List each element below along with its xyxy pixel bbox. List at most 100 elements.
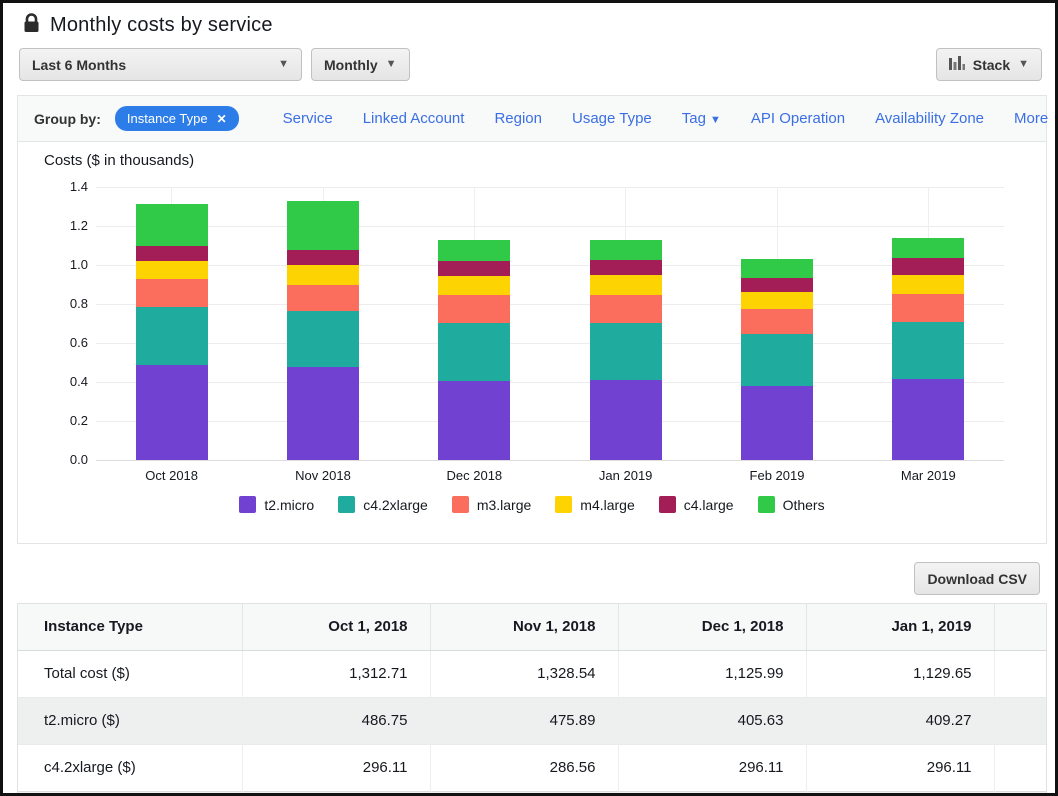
bar-chart-icon: [949, 56, 965, 73]
bar-segment-Others[interactable]: [136, 204, 208, 246]
group-by-link-more[interactable]: More▼: [1014, 110, 1058, 127]
bar-segment-m4.large[interactable]: [136, 261, 208, 279]
table-row: t2.micro ($)486.75475.89405.63409.27: [18, 697, 1046, 744]
legend-swatch: [452, 496, 469, 513]
stacked-bar-jan-2019[interactable]: [590, 187, 662, 460]
row-value: 296.11: [242, 744, 430, 791]
granularity-dropdown[interactable]: Monthly ▼: [311, 48, 410, 81]
legend-item-m4.large[interactable]: m4.large: [555, 496, 634, 513]
legend-item-c4.2xlarge[interactable]: c4.2xlarge: [338, 496, 428, 513]
row-value: 486.75: [242, 697, 430, 744]
bar-segment-t2.micro[interactable]: [892, 379, 964, 460]
bar-segment-t2.micro[interactable]: [590, 380, 662, 460]
bar-segment-m3.large[interactable]: [892, 294, 964, 322]
legend-label: c4.2xlarge: [363, 497, 428, 513]
bar-segment-m4.large[interactable]: [741, 292, 813, 309]
legend-label: Others: [783, 497, 825, 513]
gridline: [96, 187, 1004, 188]
download-csv-button[interactable]: Download CSV: [914, 562, 1040, 595]
row-clipped-cell: [242, 791, 430, 796]
bar-segment-Others[interactable]: [741, 259, 813, 278]
bar-segment-m3.large[interactable]: [136, 279, 208, 308]
group-by-link-region[interactable]: Region: [494, 110, 542, 127]
active-filter-chip[interactable]: Instance Type ✕: [115, 106, 239, 131]
table-row: Total cost ($)1,312.711,328.541,125.991,…: [18, 650, 1046, 697]
row-value: 1,328.54: [430, 650, 618, 697]
legend-item-m3.large[interactable]: m3.large: [452, 496, 531, 513]
lock-icon: [23, 13, 40, 38]
bar-segment-m3.large[interactable]: [590, 295, 662, 322]
bar-segment-Others[interactable]: [438, 240, 510, 260]
x-tick-label: Oct 2018: [117, 468, 227, 483]
remove-filter-icon[interactable]: ✕: [217, 112, 227, 126]
row-value: 409.27: [806, 697, 994, 744]
chevron-down-icon: ▼: [386, 59, 397, 70]
y-tick-label: 0.8: [70, 296, 88, 311]
bar-segment-Others[interactable]: [287, 201, 359, 251]
legend-label: m4.large: [580, 497, 634, 513]
bar-segment-Others[interactable]: [892, 238, 964, 258]
y-tick-label: 0.4: [70, 374, 88, 389]
stacked-bar-feb-2019[interactable]: [741, 187, 813, 460]
group-by-link-usage-type[interactable]: Usage Type: [572, 110, 652, 127]
group-by-link-tag[interactable]: Tag▼: [682, 110, 721, 127]
table-body: Total cost ($)1,312.711,328.541,125.991,…: [18, 650, 1046, 796]
gridline: [96, 265, 1004, 266]
bar-segment-t2.micro[interactable]: [741, 386, 813, 460]
bar-segment-t2.micro[interactable]: [438, 381, 510, 460]
stacked-bar-mar-2019[interactable]: [892, 187, 964, 460]
bar-segment-m3.large[interactable]: [741, 309, 813, 333]
row-clipped-cell: [618, 791, 806, 796]
legend-item-Others[interactable]: Others: [758, 496, 825, 513]
table-column-header: Nov 1, 2018: [430, 604, 618, 650]
chart-title: Costs ($ in thousands): [44, 152, 194, 169]
bar-segment-c4.2xlarge[interactable]: [590, 323, 662, 381]
legend-label: t2.micro: [264, 497, 314, 513]
group-by-link-linked-account[interactable]: Linked Account: [363, 110, 465, 127]
bar-segment-c4.large[interactable]: [590, 260, 662, 275]
date-range-dropdown[interactable]: Last 6 Months ▼: [19, 48, 302, 81]
bar-segment-c4.large[interactable]: [287, 250, 359, 265]
bar-segment-m4.large[interactable]: [438, 276, 510, 295]
bar-segment-c4.2xlarge[interactable]: [438, 323, 510, 381]
bar-segment-c4.large[interactable]: [741, 278, 813, 292]
legend-swatch: [659, 496, 676, 513]
legend-item-c4.large[interactable]: c4.large: [659, 496, 734, 513]
bar-segment-c4.2xlarge[interactable]: [741, 334, 813, 386]
bar-segment-m4.large[interactable]: [287, 265, 359, 284]
group-by-links: Service Linked Account Region Usage Type Tag…: [283, 110, 1058, 127]
group-by-link-api-operation[interactable]: API Operation: [751, 110, 845, 127]
bar-segment-c4.2xlarge[interactable]: [287, 311, 359, 367]
stacked-bar-dec-2018[interactable]: [438, 187, 510, 460]
x-tick-label: Mar 2019: [873, 468, 983, 483]
group-by-link-availability-zone[interactable]: Availability Zone: [875, 110, 984, 127]
row-clipped-cell: [806, 791, 994, 796]
bar-segment-t2.micro[interactable]: [136, 365, 208, 460]
group-by-link-service[interactable]: Service: [283, 110, 333, 127]
bar-segment-t2.micro[interactable]: [287, 367, 359, 460]
stacked-bar-oct-2018[interactable]: [136, 187, 208, 460]
legend-item-t2.micro[interactable]: t2.micro: [239, 496, 314, 513]
bar-segment-c4.2xlarge[interactable]: [892, 322, 964, 379]
bar-segment-m3.large[interactable]: [438, 295, 510, 323]
y-tick-label: 1.2: [70, 218, 88, 233]
bar-segment-Others[interactable]: [590, 240, 662, 260]
bar-segment-c4.2xlarge[interactable]: [136, 307, 208, 365]
group-by-label: Group by:: [34, 111, 101, 127]
stacked-bar-nov-2018[interactable]: [287, 187, 359, 460]
bar-segment-c4.large[interactable]: [892, 258, 964, 275]
legend-label: m3.large: [477, 497, 531, 513]
bar-segment-m4.large[interactable]: [892, 275, 964, 294]
row-clipped-cell: [994, 791, 1046, 796]
legend-label: c4.large: [684, 497, 734, 513]
row-label: t2.micro ($): [18, 697, 242, 744]
bar-segment-c4.large[interactable]: [136, 246, 208, 261]
bar-segment-m4.large[interactable]: [590, 275, 662, 295]
bar-segment-c4.large[interactable]: [438, 261, 510, 277]
table-header: Instance TypeOct 1, 2018Nov 1, 2018Dec 1…: [18, 604, 1046, 650]
table-column-header: Oct 1, 2018: [242, 604, 430, 650]
row-value: 405.63: [618, 697, 806, 744]
chart-style-dropdown[interactable]: Stack ▼: [936, 48, 1042, 81]
bar-segment-m3.large[interactable]: [287, 285, 359, 312]
group-by-bar: Group by: Instance Type ✕ Service Linked …: [18, 96, 1046, 142]
